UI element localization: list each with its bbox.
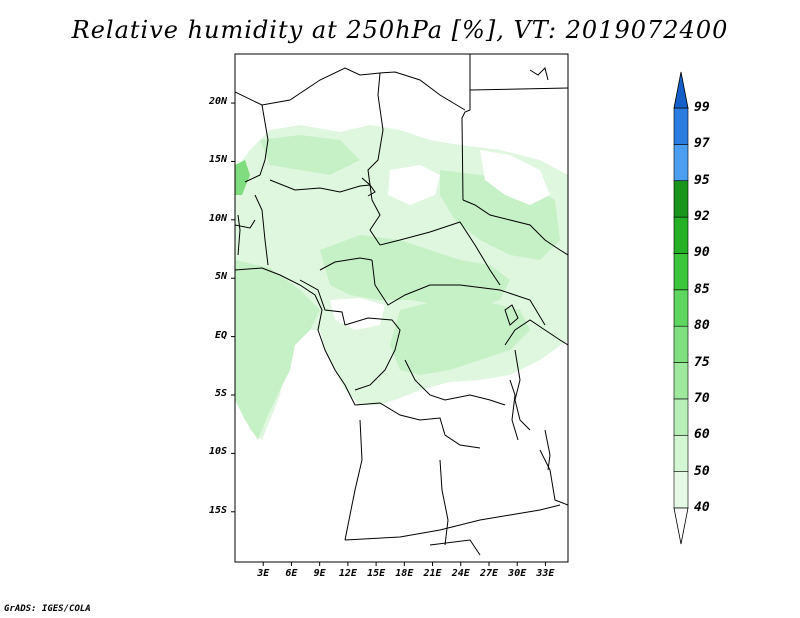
- longitude-ticks: [262, 562, 546, 566]
- lon-label: 24E: [451, 568, 470, 579]
- colorbar: [673, 71, 689, 545]
- border-mozambique: [539, 449, 568, 506]
- colorbar-bin: [673, 253, 689, 291]
- lon-label: 12E: [338, 568, 357, 579]
- colorbar-bin: [673, 144, 689, 182]
- humidity-patch-north: [260, 135, 360, 175]
- lake-tanganyika: [509, 379, 519, 441]
- colorbar-level-label: 60: [694, 427, 710, 443]
- border-ghana: [235, 219, 256, 229]
- country-borders: [235, 54, 568, 556]
- lat-label: 5N: [214, 271, 227, 283]
- colorbar-bin: [673, 398, 689, 436]
- border-zambia: [439, 459, 449, 546]
- lon-label: 21E: [423, 568, 442, 579]
- coastline-west: [235, 267, 356, 406]
- lat-label: 20N: [208, 96, 227, 108]
- border-car-south: [371, 259, 546, 326]
- border-sudan-south: [462, 199, 568, 256]
- lat-label: 10N: [208, 212, 227, 224]
- lat-label: 15S: [208, 504, 227, 516]
- colorbar-bin: [673, 216, 689, 254]
- colorbar-under-triangle: [673, 507, 689, 545]
- colorbar-level-label: 99: [694, 100, 710, 115]
- colorbar-level-label: 70: [694, 390, 710, 406]
- lon-label: 33E: [536, 568, 555, 579]
- colorbar-level-label: 50: [694, 463, 710, 479]
- colorbar-level-label: 90: [694, 245, 710, 261]
- border-drc-south: [404, 359, 506, 406]
- colorbar-over-triangle: [673, 71, 689, 109]
- lon-label: 9E: [313, 568, 326, 579]
- border-sahara-north: [235, 67, 466, 111]
- border-gabon: [299, 279, 346, 326]
- lon-label: 18E: [395, 568, 414, 579]
- border-south: [429, 539, 481, 556]
- colorbar-bin: [673, 107, 689, 145]
- colorbar-level-label: 85: [694, 281, 710, 297]
- dry-spot-coast: [330, 298, 385, 330]
- colorbar-bin: [673, 289, 689, 327]
- colorbar-bin: [673, 434, 689, 472]
- colorbar-level-label: 40: [694, 500, 710, 515]
- lon-label: 27E: [479, 568, 498, 579]
- colorbar-bin: [673, 362, 689, 400]
- lon-label: 15E: [367, 568, 386, 579]
- border-niger-chad: [367, 72, 384, 246]
- border-namibia-botswana: [344, 504, 561, 541]
- colorbar-level-label: 92: [694, 209, 710, 225]
- map-frame: [234, 53, 569, 563]
- colorbar-level-label: 97: [694, 136, 710, 152]
- border-uganda-kenya: [504, 319, 568, 346]
- colorbar-bin: [673, 471, 689, 509]
- colorbar-level-label: 75: [694, 354, 710, 370]
- humidity-patch-central: [320, 235, 510, 310]
- humidity-accent-sahel: [235, 160, 250, 195]
- lat-label: 15N: [208, 154, 227, 166]
- border-angola-west: [344, 419, 363, 541]
- coastline-ivory: [237, 214, 241, 256]
- map-title: Relative humidity at 250hPa [%], VT: 201…: [71, 16, 729, 44]
- border-benin-togo: [254, 194, 269, 266]
- colorbar-bin: [673, 325, 689, 363]
- dry-spot-east: [480, 150, 550, 205]
- lon-label: 6E: [285, 568, 298, 579]
- border-libya-egypt: [461, 54, 471, 201]
- lat-label: 5S: [214, 388, 227, 399]
- colorbar-level-label: 80: [694, 318, 710, 334]
- lake-malawi: [544, 429, 551, 471]
- lat-label: EQ: [214, 329, 227, 341]
- coastline-red-sea: [529, 67, 549, 81]
- latitude-ticks: [231, 102, 235, 513]
- border-car-north: [379, 221, 501, 286]
- border-mali: [244, 104, 269, 183]
- border-congo: [344, 317, 401, 391]
- border-angola-north: [354, 402, 481, 449]
- border-cameroon: [319, 257, 373, 271]
- colorbar-bin: [673, 180, 689, 218]
- humidity-shading: [235, 125, 568, 440]
- humidity-band-west: [235, 260, 320, 440]
- lake-chad: [361, 177, 376, 197]
- border-tanzania-west: [514, 349, 531, 431]
- humidity-patch-congo: [390, 300, 530, 375]
- dry-spot-sahara: [388, 165, 440, 205]
- colorbar-level-label: 95: [694, 172, 710, 188]
- lon-label: 3E: [257, 568, 270, 579]
- lon-label: 30E: [508, 568, 527, 579]
- credit-text: GrADS: IGES/COLA: [4, 604, 91, 614]
- lat-label: 10S: [208, 446, 227, 458]
- lake-victoria: [504, 304, 519, 326]
- border-niger-nigeria: [269, 179, 371, 193]
- border-egypt-sudan: [469, 87, 568, 91]
